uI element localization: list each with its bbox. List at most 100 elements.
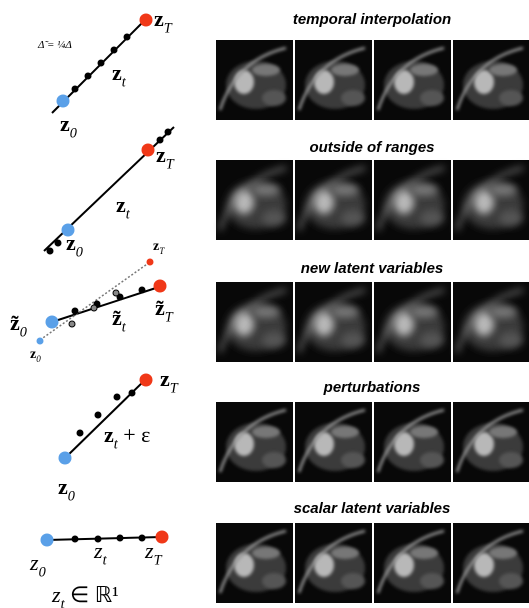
label-sub: T (164, 21, 173, 37)
frame-tissue (234, 70, 254, 94)
row-title: new latent variables (301, 260, 444, 277)
label-base: z̃ (155, 295, 165, 320)
latent-point (72, 86, 79, 93)
frame-tissue (410, 306, 438, 318)
frame-tissue (252, 306, 280, 318)
frame-tissue (262, 452, 286, 468)
frame-tissue (252, 184, 280, 196)
row-title: perturbations (323, 379, 421, 396)
mri-frame (216, 282, 293, 362)
mri-frame (295, 402, 372, 482)
frame-tissue (262, 210, 286, 226)
figure: zTztz0Δ̃ = ¼ΔzTztz0z̃0z̃tz̃TzTz0zTzt + ε… (0, 0, 529, 608)
frame-tissue (314, 553, 334, 577)
mri-frame (295, 40, 372, 120)
latent-label: z0 (29, 550, 46, 581)
latent-point (117, 535, 124, 542)
label-sub: T (154, 553, 163, 569)
latent-point (72, 536, 79, 543)
label-sub: T (159, 246, 165, 256)
latent-point (129, 390, 136, 397)
mri-frame (453, 282, 529, 362)
frame-tissue (234, 553, 254, 577)
mri-frame (216, 402, 293, 482)
latent-point (114, 394, 121, 401)
latent-label: zt (93, 538, 108, 569)
frame-tissue (314, 312, 334, 336)
frame-tissue (499, 90, 523, 106)
latent-point (55, 240, 62, 247)
label-base: z (156, 142, 166, 167)
frame-tissue (420, 452, 444, 468)
mri-frame (374, 40, 451, 120)
start-point (46, 316, 59, 329)
frame-tissue (314, 190, 334, 214)
label-sub: t (126, 207, 131, 223)
latent-point (72, 308, 79, 315)
latent-point (85, 73, 92, 80)
frame-tissue (489, 64, 517, 76)
frame-tissue (314, 70, 334, 94)
frame-tissue (341, 90, 365, 106)
label-base: z (160, 366, 170, 391)
mri-frame (453, 523, 529, 603)
latent-point (124, 34, 131, 41)
label-base: z (58, 474, 68, 499)
frame-tissue (410, 64, 438, 76)
label-base: z (112, 60, 122, 85)
row-title: temporal interpolation (293, 11, 451, 28)
frame-tissue (252, 64, 280, 76)
label-base: z̃ (112, 305, 122, 330)
frame-tissue (341, 332, 365, 348)
label-base: z (154, 6, 164, 31)
end-point (142, 144, 155, 157)
frame-tissue (410, 426, 438, 438)
label-base: z (144, 538, 154, 563)
frame-tissue (489, 426, 517, 438)
frame-tissue (410, 184, 438, 196)
label-sub: 0 (76, 245, 83, 261)
label-sub: t (122, 75, 127, 91)
frame-tissue (331, 184, 359, 196)
mri-frame (216, 40, 293, 120)
frame-tissue (234, 190, 254, 214)
frame-tissue (489, 184, 517, 196)
mri-frame (453, 160, 529, 240)
latent-label: zT (154, 6, 173, 37)
label-sub: t (122, 320, 127, 336)
start-point (41, 534, 54, 547)
frame-tissue (252, 426, 280, 438)
frame-tissue (331, 547, 359, 559)
mri-frame (295, 523, 372, 603)
end-point (140, 374, 153, 387)
frame-tissue (262, 573, 286, 589)
label-base: z (93, 538, 103, 563)
label-suffix: + ε (118, 422, 151, 447)
label-base: z (29, 550, 39, 575)
latent-point (77, 430, 84, 437)
mri-frame (453, 40, 529, 120)
latent-label: zt (116, 192, 131, 223)
frame-tissue (420, 573, 444, 589)
label-base: z (104, 422, 114, 447)
frame-tissue (489, 306, 517, 318)
frame-tissue (234, 312, 254, 336)
mri-frame (374, 523, 451, 603)
latent-label: z̃t (112, 305, 127, 336)
latent-label: z0 (60, 111, 77, 142)
label-base: z (51, 582, 61, 607)
latent-label: z̃0 (10, 310, 27, 341)
start-point (57, 95, 70, 108)
latent-point (98, 60, 105, 67)
start-point (37, 338, 44, 345)
latent-point (111, 47, 118, 54)
label-suffix: ∈ ℝ¹ (65, 582, 119, 607)
latent-label: zt + ε (104, 422, 150, 453)
latent-point (70, 322, 75, 327)
latent-label: zt ∈ ℝ¹ (51, 582, 119, 608)
frame-tissue (489, 547, 517, 559)
latent-label: z̃T (155, 295, 174, 326)
end-point (140, 14, 153, 27)
frame-tissue (499, 452, 523, 468)
mri-frames (216, 40, 529, 603)
